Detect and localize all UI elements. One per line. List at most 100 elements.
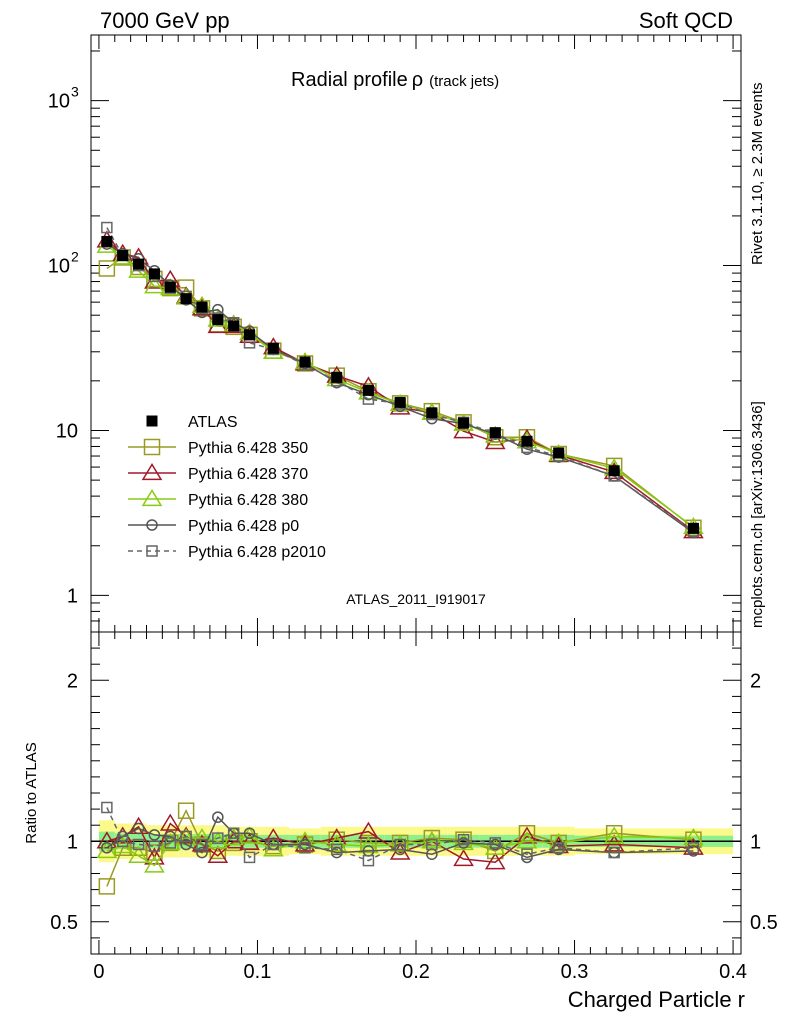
main-panel-frame (90, 34, 742, 633)
ratio-y-ticks: 0.5 0.5 1 1 2 2 (50, 631, 778, 955)
data-point-atlas (196, 301, 208, 313)
data-point-atlas (489, 427, 501, 439)
ratio-point-pythia-6-428-p2010 (196, 838, 208, 851)
ratio-point-pythia-6-428-p2010 (457, 833, 470, 846)
ratio-series-layer (96, 801, 704, 895)
main-panel: Radial profile ρ (track jets) ATLAS_2011_I… (48, 34, 742, 633)
ratio-y-tick-label-right: 0.5 (750, 912, 778, 934)
ratio-point-pythia-6-428-p2010 (608, 846, 620, 859)
ratio-point-pythia-6-428-p2010 (132, 838, 145, 851)
ratio-point-pythia-6-428-p0 (164, 830, 177, 843)
ratio-point-pythia-6-428-380 (326, 834, 348, 852)
x-tick-label: 0 (93, 961, 104, 983)
ratio-point-pythia-6-428-p2010 (552, 841, 565, 854)
data-point-atlas (331, 371, 343, 383)
ratio-point-pythia-6-428-p2010 (521, 848, 533, 860)
x-tick-label: 0.2 (402, 961, 430, 983)
data-point-atlas (228, 320, 240, 332)
data-point-atlas (133, 258, 145, 270)
ratio-line-pythia-6-428-p2010 (106, 807, 694, 862)
data-point-pythia-6-428-370 (484, 432, 506, 450)
ratio-point-pythia-6-428-380 (683, 828, 704, 846)
ratio-point-pythia-6-428-p2010 (489, 837, 502, 849)
plot-title: Radial profile ρ (track jets) (291, 69, 499, 91)
data-point-atlas (244, 329, 256, 341)
ratio-point-pythia-6-428-370 (159, 813, 181, 831)
plot-title-text: Radial profile (291, 69, 408, 91)
ratio-point-pythia-6-428-p2010 (394, 838, 406, 851)
legend-label-pythia-6-428-370: Pythia 6.428 370 (188, 466, 308, 483)
ratio-point-pythia-6-428-p2010 (267, 838, 280, 851)
legend-label-pythia-6-428-p2010: Pythia 6.428 p2010 (188, 544, 326, 561)
data-point-atlas (458, 417, 470, 429)
legend-label-atlas: ATLAS (188, 414, 238, 431)
ratio-point-pythia-6-428-380 (603, 826, 625, 844)
data-point-atlas (101, 235, 113, 247)
legend-label-pythia-6-428-p0: Pythia 6.428 p0 (188, 518, 299, 535)
analysis-id-label: ATLAS_2011_I919017 (346, 591, 486, 607)
data-point-atlas (117, 250, 129, 262)
ratio-point-pythia-6-428-p0 (243, 827, 256, 840)
rivet-version-label: Rivet 3.1.10, ≥ 2.3M events (749, 83, 766, 266)
ratio-point-pythia-6-428-p2010 (164, 837, 177, 849)
main-y-tick-label: 10 (56, 420, 78, 442)
header-right-label: Soft QCD (639, 8, 733, 33)
data-point-atlas (521, 435, 533, 447)
ratio-point-pythia-6-428-p2010 (362, 854, 375, 867)
ratio-point-pythia-6-428-370 (453, 849, 474, 867)
series-line-pythia-6-428-p0 (106, 243, 694, 534)
ratio-panel: 0.5 0.5 1 1 2 2 Ratio to ATLAS (23, 631, 778, 955)
header-left-label: 7000 GeV pp (100, 8, 230, 33)
ratio-point-pythia-6-428-p2010 (101, 801, 113, 814)
ratio-y-tick-label-right: 2 (750, 670, 761, 692)
ratio-line-pythia-6-428-370 (106, 822, 694, 863)
x-tick-label: 0.1 (244, 961, 272, 983)
data-point-atlas (148, 268, 160, 280)
series-line-pythia-6-428-350 (106, 256, 694, 529)
data-point-atlas (267, 342, 279, 354)
ratio-point-pythia-6-428-p2010 (426, 838, 438, 851)
data-point-atlas (164, 281, 176, 293)
legend-label-pythia-6-428-380: Pythia 6.428 380 (188, 492, 308, 509)
data-point-atlas (180, 293, 192, 305)
ratio-point-pythia-6-428-380 (144, 855, 165, 873)
ratio-point-pythia-6-428-380 (516, 831, 538, 849)
data-point-pythia-6-428-p2010 (101, 221, 113, 234)
ratio-point-pythia-6-428-p2010 (227, 827, 240, 839)
ratio-point-pythia-6-428-p2010 (330, 843, 343, 856)
plot-title-symbol: ρ (412, 69, 423, 91)
ratio-point-pythia-6-428-p0 (212, 811, 224, 823)
main-y-tick-label: 10 (48, 256, 70, 278)
main-y-tick-exponent: 3 (71, 84, 79, 100)
ratio-point-pythia-6-428-350 (146, 844, 163, 861)
ratio-point-pythia-6-428-350 (685, 831, 702, 848)
x-tick-label: 0.3 (561, 961, 589, 983)
ratio-point-pythia-6-428-p0 (148, 829, 161, 841)
main-y-tick-label: 10 (48, 91, 70, 113)
ratio-point-pythia-6-428-p0 (180, 838, 192, 851)
data-point-pythia-6-428-350 (98, 260, 116, 277)
x-axis-label: Charged Particle r (568, 987, 745, 1012)
legend-marker-pythia-6-428-p2010 (146, 545, 158, 557)
data-point-pythia-6-428-380 (144, 276, 165, 294)
ratio-point-pythia-6-428-p0 (101, 841, 113, 854)
data-point-atlas (687, 522, 699, 534)
ratio-y-tick-label-right: 1 (750, 831, 761, 853)
data-point-atlas (394, 396, 406, 408)
ratio-point-pythia-6-428-350 (423, 829, 441, 847)
ratio-point-pythia-6-428-370 (516, 826, 538, 844)
ratio-point-pythia-6-428-380 (358, 836, 379, 854)
ratio-line-pythia-6-428-p0 (106, 815, 694, 859)
ratio-point-pythia-6-428-370 (207, 845, 229, 863)
data-point-atlas (426, 407, 438, 419)
ratio-point-pythia-6-428-p2010 (148, 840, 161, 852)
legend-marker-pythia-6-428-380 (141, 488, 163, 507)
ratio-point-pythia-6-428-p2010 (243, 851, 256, 864)
ratio-point-pythia-6-428-p2010 (180, 830, 192, 843)
main-y-tick-label: 1 (67, 585, 78, 607)
ratio-point-pythia-6-428-350 (177, 802, 195, 819)
legend-marker-pythia-6-428-350 (143, 438, 161, 456)
ratio-point-pythia-6-428-p2010 (299, 841, 311, 854)
